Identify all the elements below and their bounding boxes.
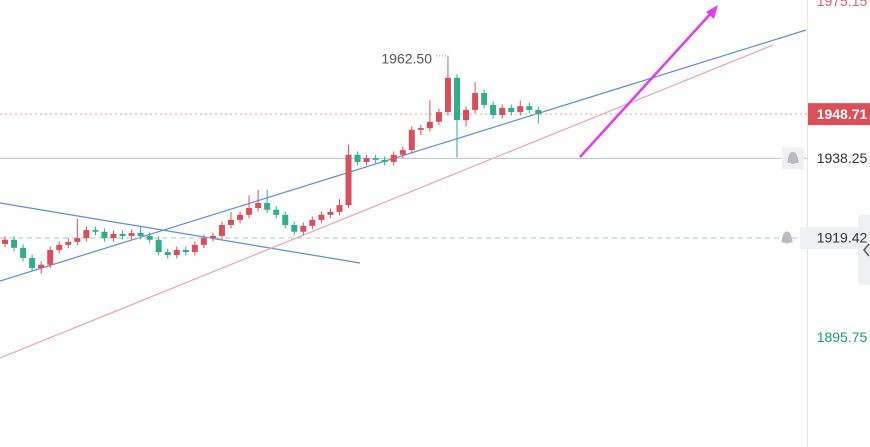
current-price-badge	[808, 103, 870, 126]
candle-body	[517, 106, 524, 113]
current-price-label: 1948.71	[817, 106, 868, 122]
candle-body	[444, 77, 451, 113]
candle-body	[38, 264, 45, 269]
candle-body	[92, 230, 99, 232]
candle-body	[327, 211, 334, 215]
candle-body	[408, 129, 415, 151]
candle-body	[463, 109, 470, 121]
alert-bell	[787, 151, 799, 164]
arrow	[579, 10, 714, 158]
candle-body	[110, 233, 117, 239]
candle-body	[209, 235, 216, 239]
candle-body	[318, 214, 325, 220]
y-tick-label: 1975.15	[817, 0, 868, 9]
candle-body	[65, 241, 72, 245]
candle-body	[390, 154, 397, 162]
candle-body	[282, 214, 289, 225]
candle-body	[146, 235, 153, 240]
candle-body	[363, 158, 370, 162]
candle-body	[155, 239, 162, 253]
candle-body	[164, 252, 171, 256]
max-label: 1962.50	[381, 51, 432, 67]
candle-body	[526, 106, 533, 110]
chevron	[863, 243, 870, 257]
trend-line	[0, 44, 774, 359]
alert-badge	[800, 227, 864, 250]
trend-line	[0, 202, 361, 264]
candle-body	[228, 219, 234, 225]
alert-label: 1938.25	[817, 150, 868, 166]
candle-body	[200, 238, 207, 245]
candle-body	[74, 238, 81, 242]
candle-body	[237, 214, 244, 220]
candle-body	[47, 249, 54, 265]
max-leader	[436, 55, 449, 70]
candle-body	[264, 202, 271, 210]
candle-body	[336, 205, 343, 212]
candle-body	[499, 107, 506, 116]
y-tick-label: 1895.75	[817, 329, 868, 345]
candle-body	[20, 247, 27, 258]
candle-body	[354, 154, 361, 162]
candle-body	[83, 230, 90, 239]
candle-body	[173, 249, 180, 256]
candle-body	[417, 128, 424, 130]
candle-body	[481, 93, 488, 105]
alert-bell	[781, 231, 793, 244]
candle-body	[399, 150, 406, 155]
candle-body	[56, 244, 63, 250]
candle-body	[490, 104, 497, 116]
candle-body	[182, 249, 189, 253]
candle-body	[273, 209, 280, 215]
candle-body	[508, 107, 515, 113]
candle-body	[11, 239, 18, 248]
candle-body	[2, 239, 8, 245]
candle-body	[29, 257, 36, 269]
candle-body	[535, 109, 542, 115]
alert-label: 1919.42	[817, 230, 868, 246]
candle-body	[291, 224, 298, 232]
arrow-head	[706, 5, 718, 19]
candle-body	[218, 224, 225, 236]
candle-body	[426, 121, 433, 129]
candle-body	[128, 233, 135, 236]
candle-body	[300, 225, 307, 232]
candle-body	[246, 208, 253, 215]
candle-body	[137, 233, 144, 236]
candle-body	[345, 154, 352, 206]
candle-body	[191, 244, 198, 253]
candle-body	[372, 158, 379, 160]
candle-body	[119, 233, 126, 236]
candle-body	[309, 219, 316, 226]
candle-body	[454, 77, 460, 121]
candle-body	[435, 112, 442, 122]
candle-body	[381, 159, 388, 162]
candle-body	[101, 231, 108, 239]
candle-body	[472, 93, 479, 110]
candle-body	[255, 202, 262, 209]
